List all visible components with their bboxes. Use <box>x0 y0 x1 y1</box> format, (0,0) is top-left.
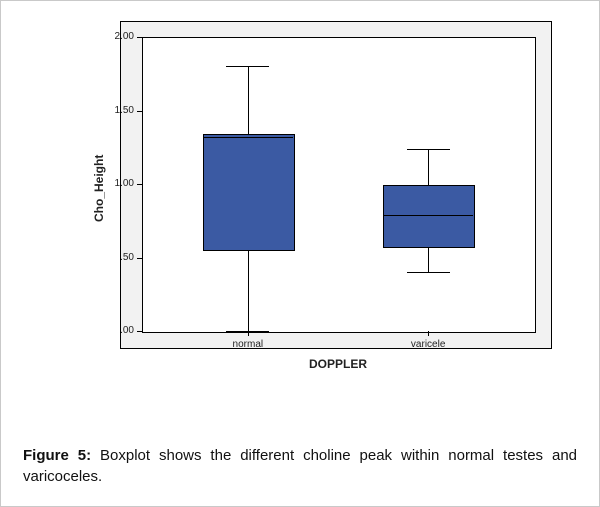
y-tick <box>137 331 142 332</box>
x-tick <box>428 331 429 336</box>
whisker-cap-low <box>226 331 269 332</box>
y-tick-label: .50 <box>120 252 134 263</box>
figure-frame: Cho_Height DOPPLER .00 .50 1.00 1.50 2.00 nor… <box>0 0 600 507</box>
median-line <box>383 215 473 216</box>
boxplot-box <box>203 134 295 251</box>
whisker-cap-high <box>407 149 450 150</box>
whisker-cap-high <box>226 66 269 67</box>
y-tick <box>137 258 142 259</box>
whisker-cap-low <box>407 272 450 273</box>
y-tick-label: 2.00 <box>115 31 134 42</box>
caption-label: Figure 5: <box>23 447 91 464</box>
figure-caption: Figure 5: Boxplot shows the different ch… <box>23 445 577 489</box>
y-tick-label: .00 <box>120 325 134 336</box>
median-line <box>203 137 293 138</box>
whisker-low <box>428 246 429 272</box>
caption-text: Boxplot shows the different choline peak… <box>23 447 577 486</box>
y-tick <box>137 111 142 112</box>
x-tick-label: normal <box>233 339 264 350</box>
whisker-low <box>248 249 249 331</box>
boxplot-box <box>383 185 475 247</box>
chart-plot-area <box>142 37 536 333</box>
y-tick <box>137 184 142 185</box>
y-tick <box>137 37 142 38</box>
y-axis-title: Cho_Height <box>92 155 106 222</box>
x-tick-label: varicele <box>411 339 445 350</box>
x-axis-title: DOPPLER <box>309 357 367 371</box>
whisker-high <box>248 66 249 134</box>
boxplot-chart: Cho_Height DOPPLER .00 .50 1.00 1.50 2.00 nor… <box>30 15 570 405</box>
y-tick-label: 1.50 <box>115 105 134 116</box>
whisker-high <box>428 149 429 186</box>
y-tick-label: 1.00 <box>115 178 134 189</box>
